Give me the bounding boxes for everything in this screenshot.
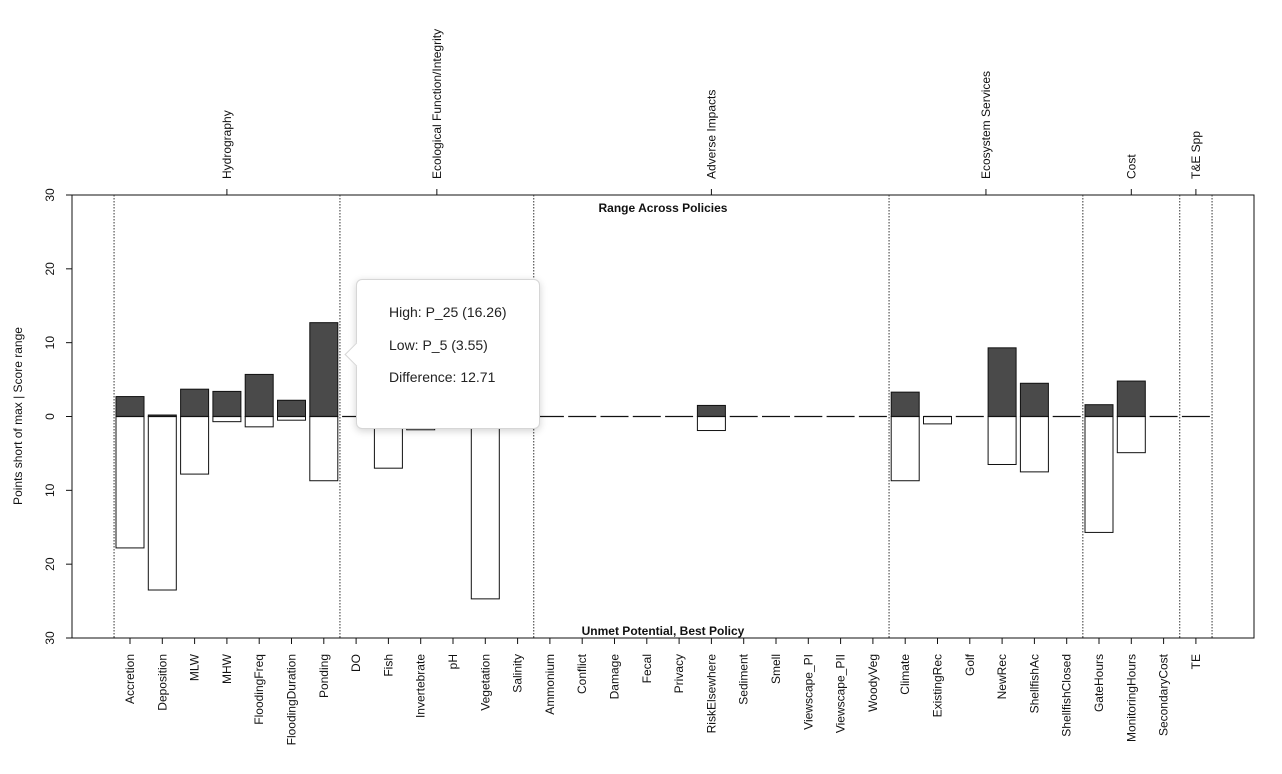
x-tick-label: TE: [1189, 654, 1203, 669]
range-bar: [696, 404, 726, 417]
group-dividers-layer: [113, 195, 1213, 638]
unmet-bar: [147, 416, 177, 591]
unmet-bar: [987, 416, 1017, 465]
unmet-bar: [1084, 416, 1114, 533]
x-tick-label: Ponding: [317, 654, 331, 698]
x-tick-label: MonitoringHours: [1124, 654, 1138, 742]
x-tick-label: Smell: [769, 654, 783, 684]
unmet-bar: [115, 416, 145, 549]
x-tick-label: Climate: [898, 654, 912, 695]
x-tick-label: ShellfishAc: [1027, 654, 1041, 713]
x-tick-label: Deposition: [155, 654, 169, 711]
x-tick-label: Golf: [963, 653, 977, 676]
range-bar: [244, 373, 274, 418]
x-tick-label: Vegetation: [478, 654, 492, 711]
x-tick-label: Ammonium: [543, 654, 557, 715]
group-label: Ecological Function/Integrity: [430, 29, 444, 179]
unmet-bar: [470, 416, 500, 600]
x-tick-label: NewRec: [995, 654, 1009, 699]
range-bar: [1084, 404, 1114, 418]
x-tick-label: Damage: [608, 654, 622, 700]
y-tick-label: 20: [43, 262, 57, 276]
x-tick-label: Invertebrate: [414, 654, 428, 718]
x-tick-label: MLW: [188, 653, 202, 681]
y-tick-label: 30: [43, 631, 57, 645]
x-tick-label: Accretion: [123, 654, 137, 704]
x-tick-label: RiskElsewhere: [704, 654, 718, 734]
x-tick-label: Privacy: [672, 654, 686, 693]
x-tick-label: Sediment: [737, 653, 751, 704]
axes-layer: Hydrography Ecological Function/Integrity…: [43, 29, 1203, 745]
unmet-bar: [180, 416, 210, 475]
x-tick-label: WoodyVeg: [866, 654, 880, 712]
bottom-panel-label: Unmet Potential, Best Policy: [582, 624, 745, 638]
tooltip-difference: Difference: 12.71: [389, 369, 496, 385]
unmet-bar: [696, 416, 726, 432]
x-tick-label: FloodingDuration: [285, 654, 299, 745]
group-label: Ecosystem Services: [979, 71, 993, 179]
x-tick-label: pH: [446, 654, 460, 669]
y-tick-label: 10: [43, 336, 57, 350]
x-tick-label: ShellfishClosed: [1060, 654, 1074, 737]
range-bar: [1116, 380, 1146, 417]
unmet-bar: [923, 416, 952, 425]
unmet-bar: [890, 416, 920, 482]
group-label: Adverse Impacts: [704, 90, 718, 179]
group-label: Cost: [1124, 154, 1138, 179]
x-tick-label: DO: [349, 654, 363, 672]
x-tick-label: ExistingRec: [931, 654, 945, 717]
x-tick-label: Fish: [381, 654, 395, 677]
range-bar: [890, 391, 920, 418]
range-bar: [115, 396, 145, 418]
top-panel-label: Range Across Policies: [599, 201, 728, 215]
group-label: Hydrography: [220, 110, 234, 179]
range-bar: [987, 347, 1017, 417]
x-tick-label: Viewscape_PII: [834, 654, 848, 733]
range-bar: [180, 388, 210, 418]
unmet-bar: [212, 416, 242, 423]
bar-tooltip: High: P_25 (16.26) Low: P_5 (3.55) Diffe…: [344, 279, 540, 429]
x-tick-label: Fecal: [640, 654, 654, 683]
unmet-bar: [1116, 416, 1146, 454]
x-tick-label: Conflict: [575, 653, 589, 694]
unmet-bar: [309, 416, 339, 482]
x-tick-label: FloodingFreq: [252, 654, 266, 725]
x-tick-label: GateHours: [1092, 654, 1106, 712]
x-tick-label: MHW: [220, 653, 234, 684]
y-tick-label: 30: [43, 188, 57, 202]
x-tick-label: SecondaryCost: [1157, 653, 1171, 736]
tooltip-low: Low: P_5 (3.55): [389, 336, 488, 353]
y-tick-label: 0: [43, 413, 57, 420]
range-bar: [309, 322, 339, 417]
y-tick-label: 10: [43, 483, 57, 497]
group-label: T&E Spp: [1189, 131, 1203, 179]
unmet-bar: [244, 416, 274, 428]
unmet-bar: [1019, 416, 1049, 473]
range-bar: [1019, 382, 1049, 417]
range-bar: [212, 390, 242, 417]
range-bar: [277, 399, 306, 417]
y-axis-label: Points short of max | Score range: [11, 327, 25, 505]
x-tick-label: Viewscape_PI: [801, 654, 815, 730]
x-tick-label: Salinity: [511, 654, 525, 693]
y-tick-label: 20: [43, 557, 57, 571]
bars-layer: [115, 322, 1210, 600]
tooltip-high: High: P_25 (16.26): [389, 304, 507, 320]
